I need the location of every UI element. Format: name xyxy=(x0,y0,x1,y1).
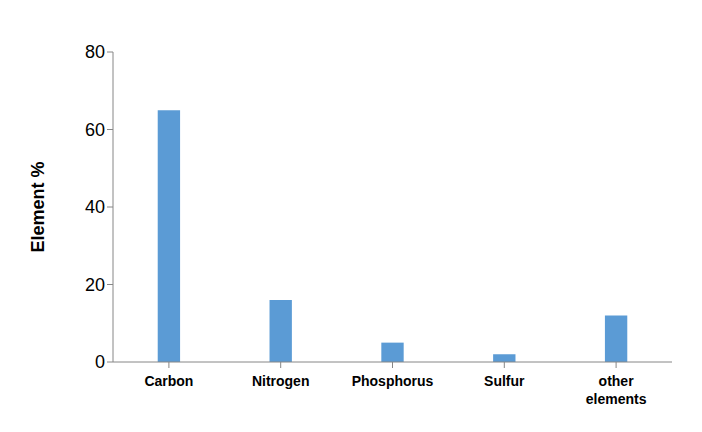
svg-text:60: 60 xyxy=(85,120,105,140)
svg-text:Element %: Element % xyxy=(28,161,48,252)
svg-text:Carbon: Carbon xyxy=(144,373,193,389)
svg-text:80: 80 xyxy=(85,42,105,62)
svg-text:Sulfur: Sulfur xyxy=(484,373,525,389)
svg-text:20: 20 xyxy=(85,275,105,295)
svg-text:0: 0 xyxy=(95,352,105,372)
svg-text:otherelements: otherelements xyxy=(586,373,647,407)
svg-text:40: 40 xyxy=(85,197,105,217)
svg-text:Phosphorus: Phosphorus xyxy=(352,373,434,389)
svg-text:Nitrogen: Nitrogen xyxy=(252,373,310,389)
